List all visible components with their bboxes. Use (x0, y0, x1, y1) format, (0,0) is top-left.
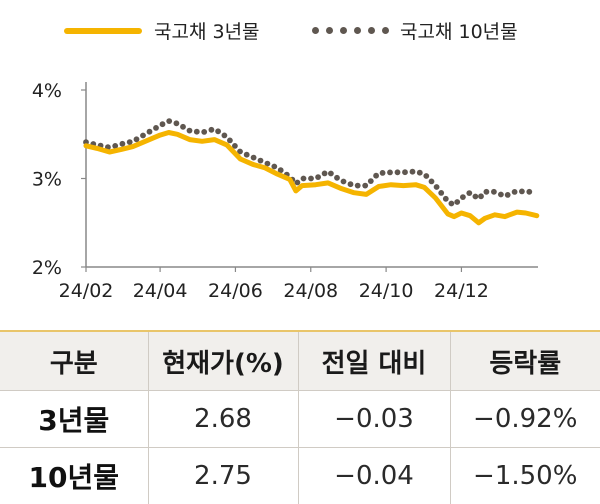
series-10y-point (215, 128, 222, 135)
table-row: 3년물 2.68 −0.03 −0.92% (0, 390, 600, 448)
series-10y-point (308, 175, 314, 182)
series-10y-point (519, 188, 525, 195)
bond-yield-chart: 2% 3% 4% 24/02 24/04 24/06 24/08 24/10 24/12 (32, 80, 540, 302)
series-10y-point (340, 178, 347, 185)
series-10y-point (294, 179, 301, 186)
x-tick-label: 24/06 (208, 280, 263, 302)
table-top-rule (0, 330, 600, 332)
legend-item-10y: 국고채 10년물 (312, 17, 518, 44)
series-10y-point (442, 195, 449, 202)
row-current: 2.68 (147, 390, 298, 448)
series-10y-point (402, 169, 408, 176)
series-10y-point (271, 163, 278, 170)
header-rate: 등락률 (449, 332, 600, 391)
series-10y-point (250, 154, 257, 161)
series-10y-point (483, 188, 490, 195)
series-10y-point (409, 168, 416, 175)
header-category: 구분 (0, 332, 148, 391)
series-10y-point (362, 182, 369, 189)
series-10y-point (146, 128, 153, 135)
series-10y-point (193, 128, 200, 135)
series-10y-point (257, 157, 264, 164)
series-10y-point (208, 126, 215, 133)
header-current: 현재가(%) (147, 332, 298, 391)
row-current: 2.75 (147, 447, 298, 504)
series-10y-point (112, 143, 119, 149)
row-label: 3년물 (0, 390, 148, 448)
row-label: 10년물 (0, 447, 148, 504)
series-10y-point (387, 169, 393, 176)
series-10y-point (347, 181, 354, 188)
series-10y-point (394, 169, 401, 176)
x-tick-label: 24/10 (359, 280, 414, 302)
series-10y-point (423, 173, 430, 179)
legend-label-10y: 국고채 10년물 (400, 21, 518, 43)
legend-swatch-10y (312, 26, 392, 35)
x-tick-label: 24/12 (434, 280, 489, 302)
series-10y-point (379, 170, 386, 176)
row-change: −0.04 (297, 447, 450, 504)
series-10y-point (166, 118, 173, 124)
table-row: 10년물 2.75 −0.04 −1.50% (0, 447, 600, 504)
legend-swatch-3y (64, 27, 142, 34)
header-change: 전일 대비 (297, 332, 450, 391)
table-header-row: 구분 현재가(%) 전일 대비 등락률 (0, 332, 600, 391)
legend-label-3y: 국고채 3년물 (154, 21, 260, 43)
series-10y-point (159, 121, 166, 128)
series-10y-point (227, 137, 233, 144)
series-10y-point (133, 136, 140, 143)
series-10y-point (300, 175, 307, 182)
series-10y-point (478, 193, 484, 200)
y-tick-label: 3% (32, 169, 62, 191)
series-10y-point (472, 193, 479, 200)
series-10y-point (448, 200, 455, 207)
series-10y-point (180, 123, 186, 130)
series-10y-point (153, 125, 159, 131)
x-tick-label: 24/08 (283, 280, 338, 302)
series-10y-point (491, 188, 497, 195)
yield-table: 구분 현재가(%) 전일 대비 등락률 3년물 2.68 −0.03 −0.92… (0, 332, 600, 504)
series-10y-point (466, 190, 473, 197)
x-tick-label: 24/02 (59, 280, 114, 302)
row-change: −0.03 (297, 390, 450, 448)
series-10y-point (186, 127, 193, 134)
y-tick-label: 4% (32, 80, 62, 102)
series-10y-point (140, 132, 146, 139)
series-10y-point (526, 188, 533, 195)
chart-legend: 국고채 3년물 국고채 10년물 (0, 0, 600, 60)
series-10y-point (354, 182, 361, 189)
series-10y-point (428, 178, 435, 185)
series-10y-point (498, 191, 504, 198)
series-10y-point (264, 160, 271, 167)
series-10y-point (277, 167, 284, 174)
series-10y-point (367, 178, 374, 184)
series-10y-point (328, 170, 334, 177)
series-10y-point (315, 174, 321, 180)
series-10y-point (511, 189, 518, 195)
row-rate: −1.50% (449, 447, 600, 504)
series-10y-point (173, 120, 180, 127)
series-10y-point (201, 129, 208, 135)
series-10y-point (232, 143, 238, 149)
series-10y-point (221, 132, 228, 139)
series-10y-point (321, 170, 328, 177)
legend-item-3y: 국고채 3년물 (64, 17, 260, 44)
yield-table-section: 구분 현재가(%) 전일 대비 등락률 3년물 2.68 −0.03 −0.92… (0, 330, 600, 504)
series-10y-point (416, 169, 423, 176)
series-10y-point (460, 194, 466, 201)
series-10y-point (119, 140, 126, 147)
series-10y-point (438, 190, 445, 196)
series-10y-point (243, 151, 250, 158)
series-10y-point (126, 139, 133, 145)
series-10y-point (454, 199, 461, 205)
series-10y-point (334, 174, 340, 181)
x-tick-label: 24/04 (133, 280, 188, 302)
y-tick-label: 2% (32, 257, 62, 279)
series-10y-point (433, 184, 440, 190)
series-10y-point (373, 172, 379, 179)
series-10y-point (504, 192, 511, 198)
series-10y-point (237, 148, 243, 155)
series-3y-line (83, 130, 540, 226)
row-rate: −0.92% (449, 390, 600, 448)
